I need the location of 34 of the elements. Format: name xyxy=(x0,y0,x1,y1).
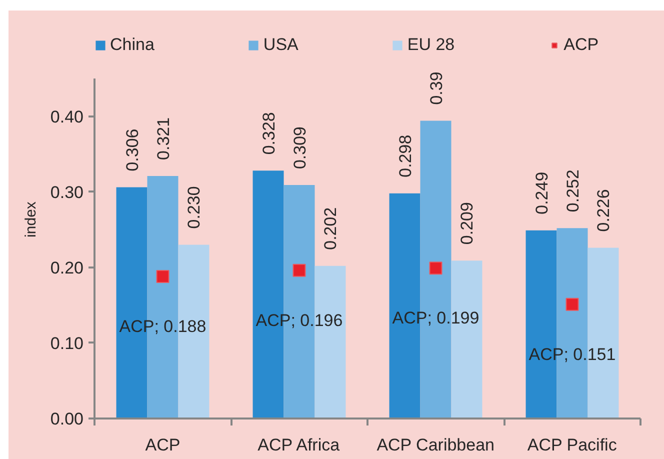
data-label: 0.249 xyxy=(532,172,552,214)
y-tick-label: 0.10 xyxy=(50,334,84,353)
point xyxy=(566,298,579,311)
data-label: 0.321 xyxy=(154,117,173,160)
x-tick-label: ACP Africa xyxy=(258,436,340,454)
legend-label: EU 28 xyxy=(407,35,455,55)
data-label: 0.309 xyxy=(290,126,310,170)
data-label: 0.252 xyxy=(563,170,582,212)
data-label: 0.328 xyxy=(259,112,278,155)
y-tick-label: 0.30 xyxy=(50,182,84,202)
legend-label: ACP xyxy=(564,35,599,55)
x-tick-label: ACP Pacific xyxy=(527,436,618,454)
data-label: 0.202 xyxy=(321,207,340,250)
x-tick-label: ACP xyxy=(145,436,180,454)
data-label: 0.230 xyxy=(184,186,204,229)
point xyxy=(429,262,442,275)
data-label: 0.226 xyxy=(594,189,614,232)
data-label: 0.209 xyxy=(458,202,477,245)
y-tick-label: 0.20 xyxy=(50,258,84,278)
data-label: ACP; 0.151 xyxy=(528,344,616,364)
data-label: 0.39 xyxy=(426,72,446,105)
x-tick-label: ACP Caribbean xyxy=(376,436,495,454)
legend-label: China xyxy=(110,35,154,55)
y-axis-title: index xyxy=(22,201,40,238)
data-label: ACP; 0.196 xyxy=(256,310,343,330)
data-label: 0.298 xyxy=(396,134,415,178)
y-tick-label: 0.40 xyxy=(50,107,84,126)
y-tick-label: 0.00 xyxy=(50,410,84,428)
data-label: ACP; 0.188 xyxy=(119,316,206,336)
legend-label: USA xyxy=(263,35,298,55)
point xyxy=(292,264,306,277)
point xyxy=(156,270,170,283)
data-label: ACP; 0.199 xyxy=(392,308,480,328)
data-label: 0.306 xyxy=(122,128,142,172)
